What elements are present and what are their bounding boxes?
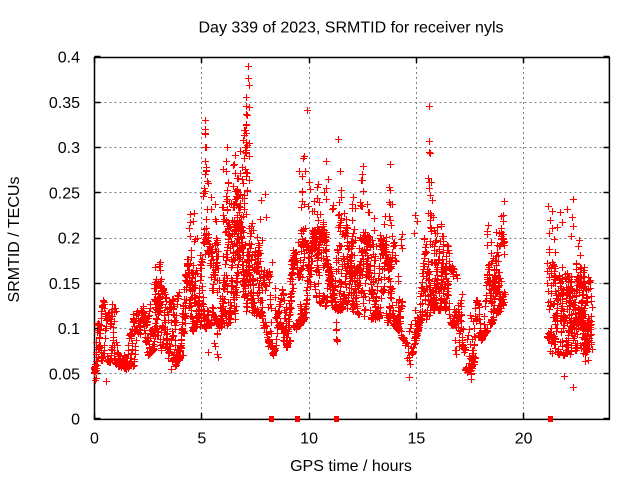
svg-text:0.2: 0.2 <box>58 231 80 248</box>
svg-text:0.15: 0.15 <box>49 276 80 293</box>
svg-text:GPS time / hours: GPS time / hours <box>290 458 412 475</box>
svg-text:0.25: 0.25 <box>49 185 80 202</box>
svg-text:15: 15 <box>407 431 425 448</box>
svg-text:0: 0 <box>90 431 99 448</box>
svg-text:0.05: 0.05 <box>49 366 80 383</box>
svg-text:20: 20 <box>515 431 533 448</box>
svg-text:5: 5 <box>197 431 206 448</box>
svg-text:SRMTID / TECUs: SRMTID / TECUs <box>6 177 23 303</box>
svg-text:0: 0 <box>71 412 80 429</box>
svg-text:Day 339 of 2023, SRMTID for re: Day 339 of 2023, SRMTID for receiver nyl… <box>198 20 503 37</box>
svg-text:0.4: 0.4 <box>58 50 80 67</box>
svg-text:0.3: 0.3 <box>58 140 80 157</box>
svg-text:0.1: 0.1 <box>58 321 80 338</box>
svg-text:0.35: 0.35 <box>49 95 80 112</box>
svg-text:10: 10 <box>300 431 318 448</box>
